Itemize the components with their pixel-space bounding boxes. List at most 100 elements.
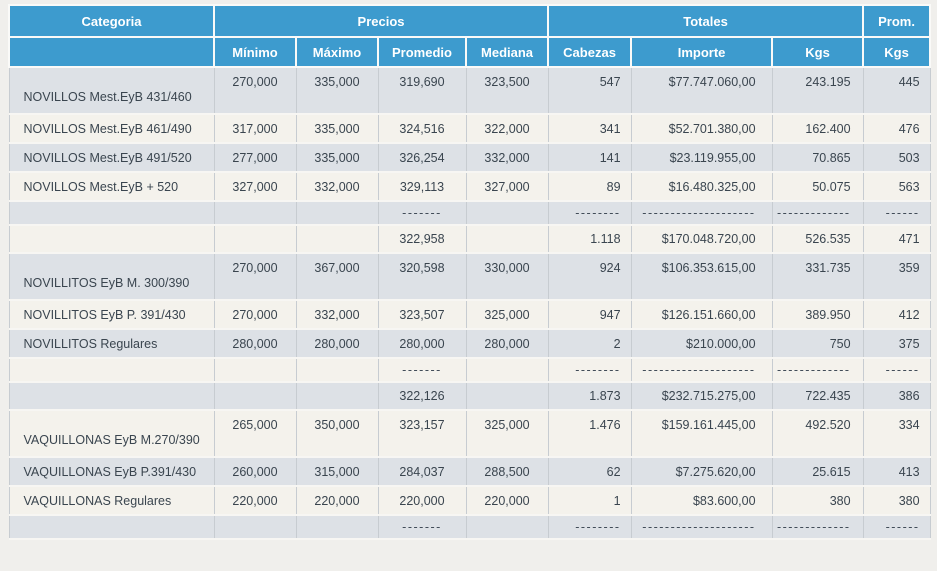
cell-mediana: 325,000 <box>465 409 549 458</box>
cell-promedio: ------- <box>377 514 467 540</box>
cell-kgs: 722.435 <box>771 381 864 411</box>
cell-categoria: NOVILLOS Mest.EyB 461/490 <box>8 113 215 144</box>
cell-importe: $77.747.060,00 <box>630 66 773 115</box>
cell-promedio: 319,690 <box>377 66 467 115</box>
cell-cabezas: 924 <box>547 252 632 301</box>
cell-minimo: 220,000 <box>213 485 297 516</box>
cell-cabezas: -------- <box>547 357 632 383</box>
cell-promedio: ------- <box>377 357 467 383</box>
cell-kgs: 70.865 <box>771 142 864 173</box>
table-row: 322,958 1.118 $170.048.720,00 526.535 471 <box>8 224 931 254</box>
cell-kgs: 50.075 <box>771 171 864 202</box>
cell-importe: $23.119.955,00 <box>630 142 773 173</box>
cell-kgs: ------------- <box>771 514 864 540</box>
cell-cabezas: 89 <box>547 171 632 202</box>
cell-promedio: 322,126 <box>377 381 467 411</box>
table-row: NOVILLOS Mest.EyB 491/520 277,000 335,000 3… <box>8 142 931 173</box>
cell-mediana: 288,500 <box>465 456 549 487</box>
cell-prom-kgs: 476 <box>862 113 931 144</box>
header-prom: Prom. <box>862 4 932 38</box>
cell-kgs: 526.535 <box>771 224 864 254</box>
cell-importe: $159.161.445,00 <box>630 409 773 458</box>
cell-mediana: 220,000 <box>465 485 549 516</box>
cell-maximo: 350,000 <box>295 409 379 458</box>
cell-categoria <box>8 200 215 226</box>
cell-categoria <box>8 514 215 540</box>
cell-mediana: 280,000 <box>465 328 549 359</box>
cell-cabezas: 141 <box>547 142 632 173</box>
cell-cabezas: 1.118 <box>547 224 632 254</box>
cell-maximo: 332,000 <box>295 299 379 330</box>
cell-maximo: 332,000 <box>295 171 379 202</box>
cell-mediana: 330,000 <box>465 252 549 301</box>
cell-kgs: 331.735 <box>771 252 864 301</box>
header-kgs: Kgs <box>771 36 865 68</box>
header-mediana: Mediana <box>464 36 550 68</box>
cell-maximo <box>295 224 379 254</box>
cell-importe: $232.715.275,00 <box>630 381 773 411</box>
cell-promedio: 324,516 <box>377 113 467 144</box>
cell-mediana: 332,000 <box>465 142 549 173</box>
cell-mediana <box>465 357 549 383</box>
cell-prom-kgs: ------ <box>862 357 931 383</box>
cell-maximo: 315,000 <box>295 456 379 487</box>
cell-mediana: 322,000 <box>465 113 549 144</box>
header-minimo: Mínimo <box>213 36 297 68</box>
cell-prom-kgs: 413 <box>862 456 931 487</box>
cell-mediana: 325,000 <box>465 299 549 330</box>
cell-cabezas: 341 <box>547 113 632 144</box>
cell-importe: -------------------- <box>630 514 773 540</box>
header-sub-row: Mínimo Máximo Promedio Mediana Cabezas I… <box>8 36 932 68</box>
table-row: NOVILLITOS EyB P. 391/430 270,000 332,000 3… <box>8 299 931 330</box>
cell-promedio: 323,507 <box>377 299 467 330</box>
table-row: 322,126 1.873 $232.715.275,00 722.435 386 <box>8 381 931 411</box>
header-precios: Precios <box>212 4 550 38</box>
header-importe: Importe <box>630 36 774 68</box>
cell-maximo: 367,000 <box>295 252 379 301</box>
cell-cabezas: -------- <box>547 514 632 540</box>
cell-maximo: 220,000 <box>295 485 379 516</box>
cell-importe: $83.600,00 <box>630 485 773 516</box>
cell-minimo: 270,000 <box>213 252 297 301</box>
cell-categoria: NOVILLOS Mest.EyB 491/520 <box>8 142 215 173</box>
cell-categoria: NOVILLOS Mest.EyB 431/460 <box>8 66 215 115</box>
table-row: ------- -------- -------------------- -----… <box>8 200 931 226</box>
cell-kgs: 389.950 <box>771 299 864 330</box>
cell-promedio: 284,037 <box>377 456 467 487</box>
cell-categoria: VAQUILLONAS Regulares <box>8 485 215 516</box>
cell-minimo: 270,000 <box>213 66 297 115</box>
table-row: VAQUILLONAS Regulares 220,000 220,000 220,0… <box>8 485 931 516</box>
cell-importe: -------------------- <box>630 200 773 226</box>
cell-cabezas: 62 <box>547 456 632 487</box>
header-cabezas: Cabezas <box>547 36 633 68</box>
cell-prom-kgs: ------ <box>862 200 931 226</box>
cell-minimo: 280,000 <box>213 328 297 359</box>
table-row: NOVILLITOS EyB M. 300/390 270,000 367,000 3… <box>8 252 931 301</box>
cell-maximo <box>295 357 379 383</box>
table-row: NOVILLOS Mest.EyB 461/490 317,000 335,000 3… <box>8 113 931 144</box>
cell-kgs: 380 <box>771 485 864 516</box>
cell-kgs: 492.520 <box>771 409 864 458</box>
table-row: ------- -------- -------------------- -----… <box>8 514 931 540</box>
cell-kgs: 25.615 <box>771 456 864 487</box>
cell-minimo <box>213 224 297 254</box>
cell-maximo: 335,000 <box>295 66 379 115</box>
cell-minimo: 260,000 <box>213 456 297 487</box>
cell-prom-kgs: 359 <box>862 252 931 301</box>
header-categoria: Categoria <box>8 4 215 38</box>
cell-kgs: ------------- <box>771 200 864 226</box>
cell-categoria: NOVILLITOS EyB P. 391/430 <box>8 299 215 330</box>
cell-minimo: 327,000 <box>213 171 297 202</box>
cell-kgs: 162.400 <box>771 113 864 144</box>
cell-kgs: 243.195 <box>771 66 864 115</box>
cell-importe: $210.000,00 <box>630 328 773 359</box>
cell-cabezas: 947 <box>547 299 632 330</box>
header-maximo: Máximo <box>295 36 379 68</box>
cell-importe: $106.353.615,00 <box>630 252 773 301</box>
header-totales: Totales <box>547 4 865 38</box>
cell-maximo: 335,000 <box>295 142 379 173</box>
cell-minimo <box>213 381 297 411</box>
cell-mediana: 327,000 <box>465 171 549 202</box>
cell-kgs: 750 <box>771 328 864 359</box>
